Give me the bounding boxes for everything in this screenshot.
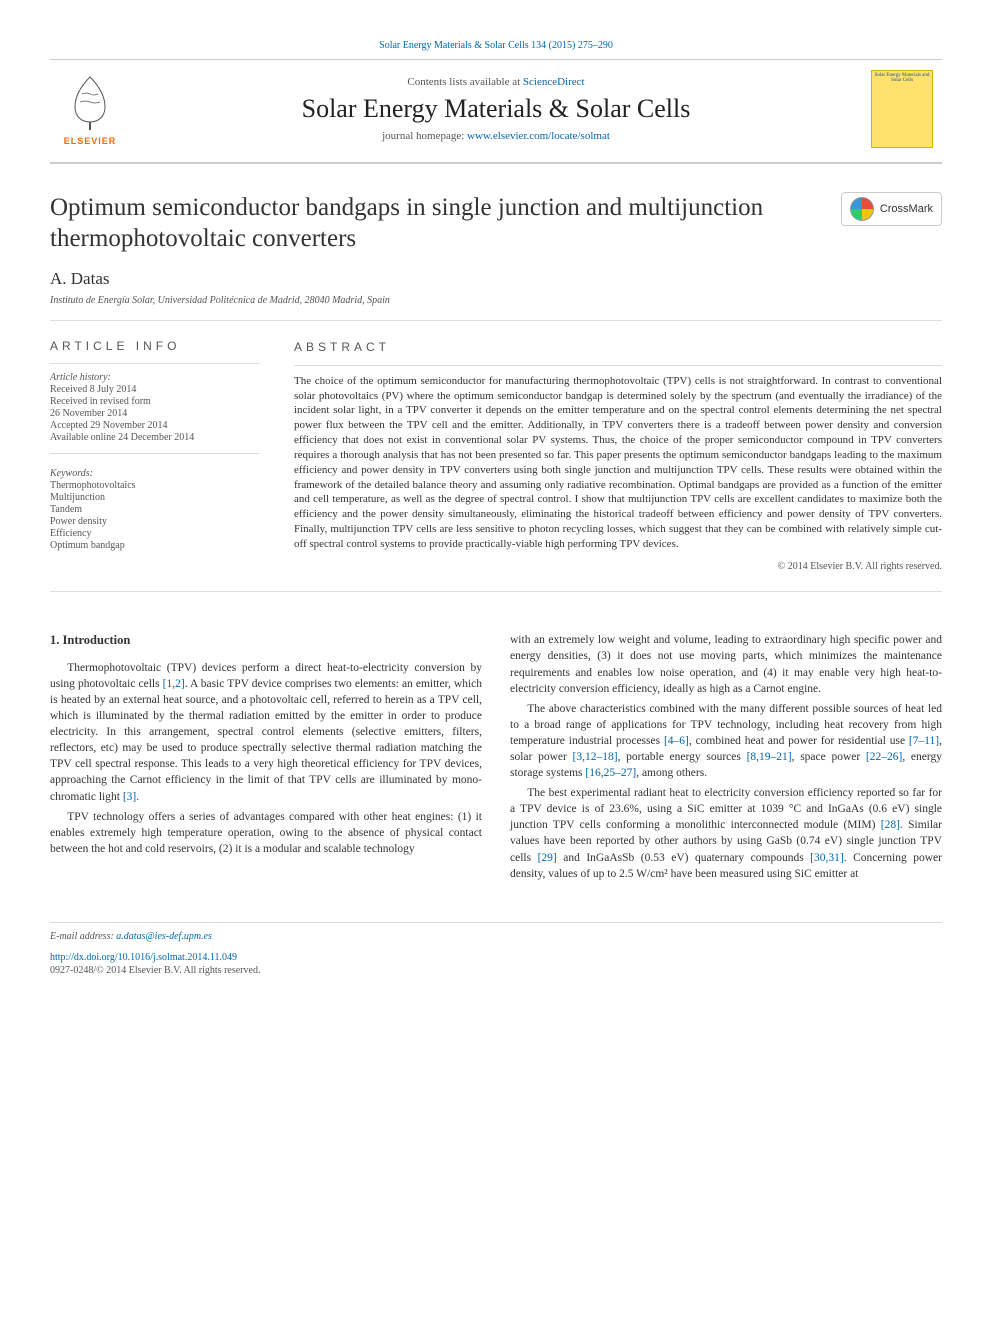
cover-thumb-block: Solar Energy Materials and Solar Cells	[862, 70, 942, 148]
body-paragraph: Thermophotovoltaic (TPV) devices perform…	[50, 660, 482, 805]
homepage-prefix: journal homepage:	[382, 130, 467, 142]
history-label: Article history:	[50, 372, 260, 383]
journal-banner: ELSEVIER Contents lists available at Sci…	[50, 60, 942, 164]
history-line: Received in revised form	[50, 396, 260, 407]
ref-link[interactable]: [1,2]	[163, 678, 185, 690]
doi-line: http://dx.doi.org/10.1016/j.solmat.2014.…	[50, 952, 942, 963]
keyword-item: Optimum bandgap	[50, 540, 260, 551]
abstract-text: The choice of the optimum semiconductor …	[294, 374, 942, 552]
crossmark-label: CrossMark	[880, 203, 933, 215]
ref-link[interactable]: [16,25–27]	[585, 767, 636, 779]
homepage-link[interactable]: www.elsevier.com/locate/solmat	[467, 130, 610, 142]
ref-link[interactable]: [29]	[538, 852, 557, 864]
journal-name: Solar Energy Materials & Solar Cells	[130, 94, 862, 124]
banner-center: Contents lists available at ScienceDirec…	[130, 76, 862, 142]
crossmark-button[interactable]: CrossMark	[841, 192, 942, 226]
history-line: Accepted 29 November 2014	[50, 420, 260, 431]
crossmark-icon	[850, 197, 874, 221]
keyword-item: Thermophotovoltaics	[50, 480, 260, 491]
issn-line: 0927-0248/© 2014 Elsevier B.V. All right…	[50, 965, 942, 976]
body-paragraph: TPV technology offers a series of advant…	[50, 809, 482, 857]
info-abstract-row: ARTICLE INFO Article history: Received 8…	[50, 339, 942, 593]
keyword-item: Tandem	[50, 504, 260, 515]
homepage-line: journal homepage: www.elsevier.com/locat…	[130, 130, 862, 142]
email-label: E-mail address:	[50, 931, 116, 942]
ref-link[interactable]: [3]	[123, 791, 136, 803]
doi-link[interactable]: http://dx.doi.org/10.1016/j.solmat.2014.…	[50, 952, 237, 963]
page-container: Solar Energy Materials & Solar Cells 134…	[0, 0, 992, 1016]
author-name: A. Datas	[50, 269, 942, 289]
page-footer: E-mail address: a.datas@ies-def.upm.es h…	[50, 922, 942, 976]
ref-link[interactable]: [4–6]	[664, 735, 689, 747]
ref-link[interactable]: [8,19–21]	[747, 751, 792, 763]
abstract-copyright: © 2014 Elsevier B.V. All rights reserved…	[294, 560, 942, 574]
ref-link[interactable]: [22–26]	[866, 751, 902, 763]
body-paragraph: The above characteristics combined with …	[510, 701, 942, 781]
cover-text: Solar Energy Materials and Solar Cells	[874, 73, 930, 83]
body-paragraph: with an extremely low weight and volume,…	[510, 632, 942, 696]
ref-link[interactable]: [3,12–18]	[573, 751, 618, 763]
contents-prefix: Contents lists available at	[407, 76, 522, 88]
abstract-heading: ABSTRACT	[294, 339, 942, 355]
body-two-column: 1. Introduction Thermophotovoltaic (TPV)…	[50, 632, 942, 881]
section-heading: 1. Introduction	[50, 632, 482, 650]
citation-link[interactable]: Solar Energy Materials & Solar Cells 134…	[379, 40, 613, 51]
history-line: Received 8 July 2014	[50, 384, 260, 395]
keyword-item: Multijunction	[50, 492, 260, 503]
sciencedirect-link[interactable]: ScienceDirect	[523, 76, 585, 88]
author-affiliation: Instituto de Energía Solar, Universidad …	[50, 295, 942, 321]
article-title: Optimum semiconductor bandgaps in single…	[50, 192, 810, 255]
article-info-heading: ARTICLE INFO	[50, 339, 260, 353]
history-line: 26 November 2014	[50, 408, 260, 419]
email-link[interactable]: a.datas@ies-def.upm.es	[116, 931, 212, 942]
ref-link[interactable]: [30,31]	[810, 852, 844, 864]
journal-cover-icon: Solar Energy Materials and Solar Cells	[871, 70, 933, 148]
article-head: Optimum semiconductor bandgaps in single…	[50, 192, 942, 255]
elsevier-tree-icon	[60, 72, 120, 132]
keyword-item: Efficiency	[50, 528, 260, 539]
abstract-column: ABSTRACT The choice of the optimum semic…	[294, 339, 942, 574]
history-line: Available online 24 December 2014	[50, 432, 260, 443]
body-paragraph: The best experimental radiant heat to el…	[510, 785, 942, 882]
publisher-logo-block: ELSEVIER	[50, 72, 130, 146]
header-citation: Solar Energy Materials & Solar Cells 134…	[50, 40, 942, 60]
email-line: E-mail address: a.datas@ies-def.upm.es	[50, 931, 942, 942]
keyword-item: Power density	[50, 516, 260, 527]
elsevier-label: ELSEVIER	[64, 136, 117, 146]
article-info-column: ARTICLE INFO Article history: Received 8…	[50, 339, 260, 574]
ref-link[interactable]: [28]	[881, 819, 900, 831]
keywords-heading: Keywords:	[50, 468, 260, 479]
ref-link[interactable]: [7–11]	[909, 735, 939, 747]
contents-line: Contents lists available at ScienceDirec…	[130, 76, 862, 88]
